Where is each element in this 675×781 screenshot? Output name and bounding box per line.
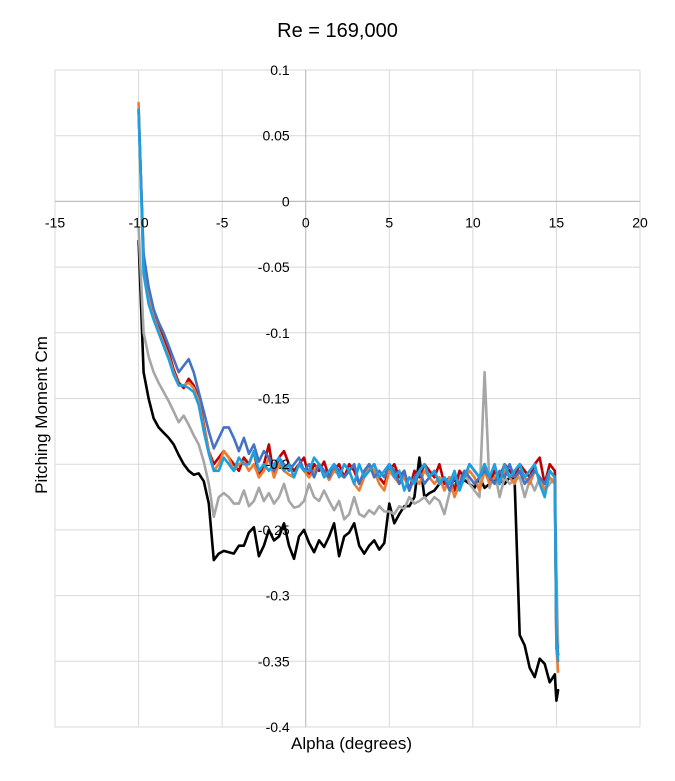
y-tick-label: 0.1 — [270, 62, 290, 78]
x-tick-label: -15 — [45, 214, 65, 230]
x-tick-label: 0 — [302, 214, 310, 230]
x-tick-label: 5 — [385, 214, 393, 230]
y-tick-label: -0.05 — [258, 259, 290, 275]
y-tick-label: -0.3 — [266, 588, 290, 604]
chart-title: Re = 169,000 — [277, 20, 398, 42]
series-line-orange — [137, 101, 560, 674]
x-tick-label: 20 — [632, 214, 648, 230]
series-line-gray — [137, 226, 560, 650]
y-tick-label: -0.35 — [258, 653, 290, 669]
y-tick-label: -0.25 — [258, 522, 290, 538]
y-tick-label: -0.4 — [266, 719, 290, 735]
series-line-dark-blue — [137, 110, 560, 657]
y-tick-label: -0.15 — [258, 391, 290, 407]
x-tick-label: -10 — [128, 214, 148, 230]
x-axis-title: Alpha (degrees) — [291, 734, 412, 753]
y-tick-label: -0.2 — [266, 456, 290, 472]
gridlines — [54, 69, 641, 728]
x-tick-label: -5 — [216, 214, 229, 230]
x-tick-label: 15 — [549, 214, 565, 230]
axes — [55, 70, 640, 727]
x-tick-label: 10 — [465, 214, 481, 230]
series-line-light-blue — [137, 108, 560, 663]
series-layer — [137, 101, 560, 703]
y-tick-label: 0 — [282, 193, 290, 209]
tick-labels: -15 -10 -5 0 5 10 15 20 0.1 0.05 0 -0.05 -0.1 -0.15 -0… — [45, 62, 648, 735]
y-tick-label: 0.05 — [262, 128, 289, 144]
series-line-red — [137, 108, 560, 657]
y-tick-label: -0.1 — [266, 325, 290, 341]
